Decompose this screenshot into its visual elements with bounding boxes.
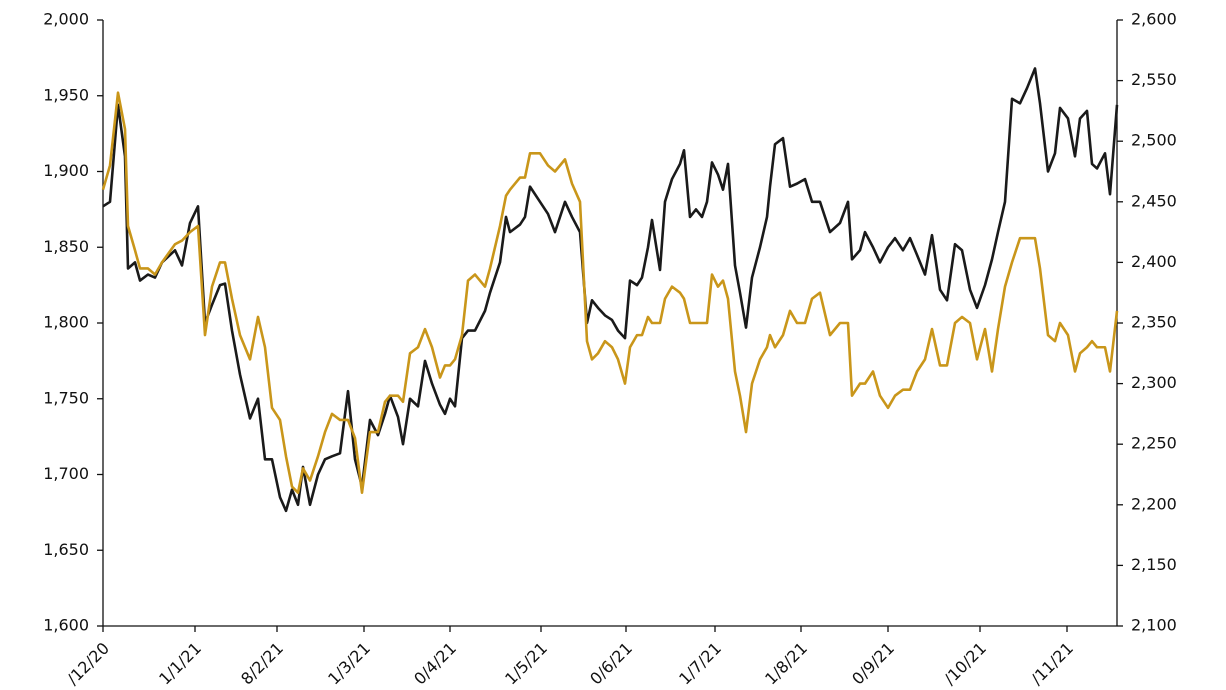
- y-tick-label: 1,850: [43, 237, 89, 256]
- y2-tick-label: 2,100: [1131, 616, 1177, 635]
- y2-tick-label: 2,500: [1131, 131, 1177, 150]
- series-line: [102, 67, 1119, 513]
- y-tick-label: 1,650: [43, 540, 89, 559]
- y2-tick-label: 2,550: [1131, 70, 1177, 89]
- x-tick-label: /10/21: [940, 639, 990, 689]
- x-tick-label: 1/3/21: [324, 639, 374, 689]
- y-tick-label: 1,800: [43, 313, 89, 332]
- y2-tick-label: 2,150: [1131, 555, 1177, 574]
- x-tick-label: 1/1/21: [155, 639, 205, 689]
- y2-tick-label: 2,300: [1131, 373, 1177, 392]
- y-tick-label: 1,700: [43, 464, 89, 483]
- y2-tick-label: 2,400: [1131, 252, 1177, 271]
- y2-tick-label: 2,600: [1131, 10, 1177, 29]
- x-tick-label: 1/5/21: [501, 639, 551, 689]
- y2-tick-label: 2,250: [1131, 434, 1177, 453]
- series-line: [101, 91, 1119, 494]
- y2-tick-label: 2,450: [1131, 191, 1177, 210]
- x-tick-label: 0/6/21: [586, 639, 636, 689]
- x-tick-label: 8/2/21: [237, 639, 287, 689]
- x-tick-label: 0/4/21: [410, 639, 460, 689]
- x-tick-label: /11/21: [1027, 639, 1077, 689]
- y-tick-label: 1,950: [43, 85, 89, 104]
- x-tick-label: 0/9/21: [848, 639, 898, 689]
- y-tick-label: 1,750: [43, 388, 89, 407]
- x-tick-label: 1/8/21: [761, 639, 811, 689]
- y-tick-label: 1,600: [43, 616, 89, 635]
- y-tick-label: 2,000: [43, 10, 89, 29]
- x-tick-label: 1/7/21: [675, 639, 725, 689]
- y2-tick-label: 2,350: [1131, 313, 1177, 332]
- y-tick-label: 1,900: [43, 161, 89, 180]
- x-tick-label: /12/20: [63, 639, 113, 689]
- y2-tick-label: 2,200: [1131, 494, 1177, 513]
